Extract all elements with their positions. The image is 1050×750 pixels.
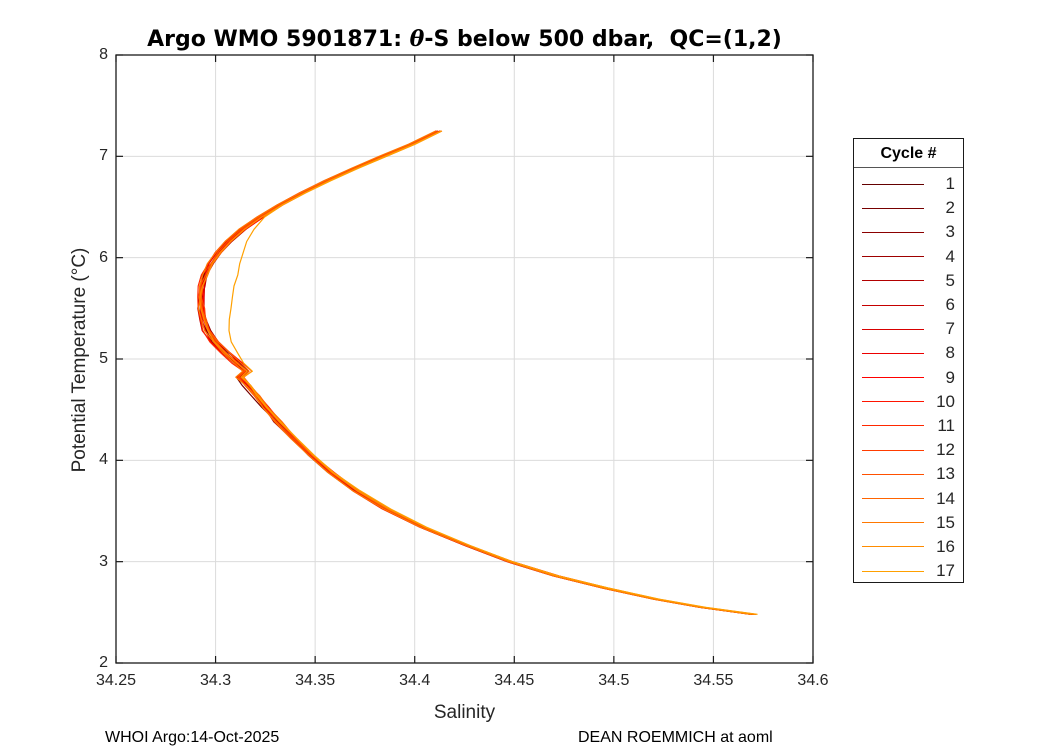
legend-label: 14 [936,488,955,508]
legend-line-sample [862,207,924,209]
legend-row-cycle-12: 12 [854,438,963,462]
x-tick-label-34.4: 34.4 [399,672,431,689]
footer-attribution-left: WHOI Argo:14-Oct-2025 [105,729,280,746]
legend-title: Cycle # [854,139,963,168]
legend-line-sample [862,498,924,500]
x-tick-label-34.6: 34.6 [797,672,829,689]
legend-row-cycle-6: 6 [854,293,963,317]
legend-label: 2 [945,198,955,218]
legend-line-sample [862,231,924,233]
legend-label: 13 [936,464,955,484]
y-tick-label-4: 4 [99,451,108,469]
legend-row-cycle-9: 9 [854,366,963,390]
legend: Cycle # 1 2 3 4 5 6 7 8 9 10 11 12 13 14 15 16 17 [853,138,964,583]
y-tick-label-7: 7 [99,147,108,165]
legend-line-sample [862,183,924,185]
legend-row-cycle-8: 8 [854,341,963,365]
x-tick-label-34.55: 34.55 [693,672,734,689]
legend-row-cycle-2: 2 [854,196,963,220]
legend-row-cycle-17: 17 [854,559,963,583]
x-tick-label-34.5: 34.5 [598,672,630,689]
legend-row-cycle-10: 10 [854,390,963,414]
legend-label: 8 [945,343,955,363]
legend-label: 11 [937,415,955,435]
legend-line-sample [862,304,924,306]
legend-line-sample [862,377,924,379]
legend-row-cycle-16: 16 [854,535,963,559]
legend-row-cycle-7: 7 [854,317,963,341]
legend-line-sample [862,280,924,282]
x-axis-label: Salinity [433,702,496,723]
legend-line-sample [862,401,924,403]
legend-label: 9 [945,367,955,387]
legend-row-cycle-14: 14 [854,486,963,510]
legend-line-sample [862,570,924,572]
legend-row-cycle-13: 13 [854,462,963,486]
legend-label: 15 [936,512,955,532]
x-tick-label-34.25: 34.25 [95,672,137,689]
legend-label: 1 [945,174,955,194]
legend-label: 16 [936,536,955,556]
legend-row-cycle-15: 15 [854,511,963,535]
legend-line-sample [862,425,924,427]
legend-line-sample [862,546,924,548]
legend-row-cycle-1: 1 [854,172,963,196]
legend-line-sample [862,473,924,475]
y-tick-label-3: 3 [99,552,108,570]
y-tick-label-6: 6 [99,248,108,266]
legend-line-sample [862,352,924,354]
x-tick-label-34.35: 34.35 [295,672,336,689]
legend-line-sample [862,449,924,451]
legend-label: 6 [945,295,955,315]
legend-row-cycle-5: 5 [854,269,963,293]
legend-label: 12 [936,440,955,460]
legend-line-sample [862,256,924,258]
legend-line-sample [862,328,924,330]
footer-attribution-right: DEAN ROEMMICH at aoml [578,729,773,746]
legend-label: 7 [945,319,955,339]
legend-row-cycle-11: 11 [854,414,963,438]
curve-cycle-17 [228,130,758,615]
chart-title-suffix: -S below 500 dbar, QC=(1,2) [424,27,782,52]
legend-label: 5 [945,270,955,290]
legend-row-cycle-3: 3 [854,220,963,244]
legend-label: 10 [936,391,955,411]
chart-title-prefix: Argo WMO 5901871: [147,27,410,52]
legend-row-cycle-4: 4 [854,245,963,269]
legend-label: 3 [945,222,955,242]
chart-title: Argo WMO 5901871: θ-S below 500 dbar, QC… [116,26,813,52]
y-tick-label-2: 2 [99,654,108,671]
curve-cycle-13 [198,130,753,615]
legend-label: 4 [945,246,955,266]
y-tick-label-8: 8 [99,46,108,63]
y-tick-label-5: 5 [99,350,108,367]
theta-symbol: θ [409,26,425,52]
x-tick-label-34.3: 34.3 [199,672,232,689]
x-tick-label-34.45: 34.45 [494,672,535,689]
legend-rows: 1 2 3 4 5 6 7 8 9 10 11 12 13 14 15 16 17 [854,168,963,583]
curve-cycle-15 [197,130,752,615]
curve-cycle-16 [199,130,755,615]
legend-line-sample [862,522,924,524]
legend-label: 17 [936,561,955,581]
